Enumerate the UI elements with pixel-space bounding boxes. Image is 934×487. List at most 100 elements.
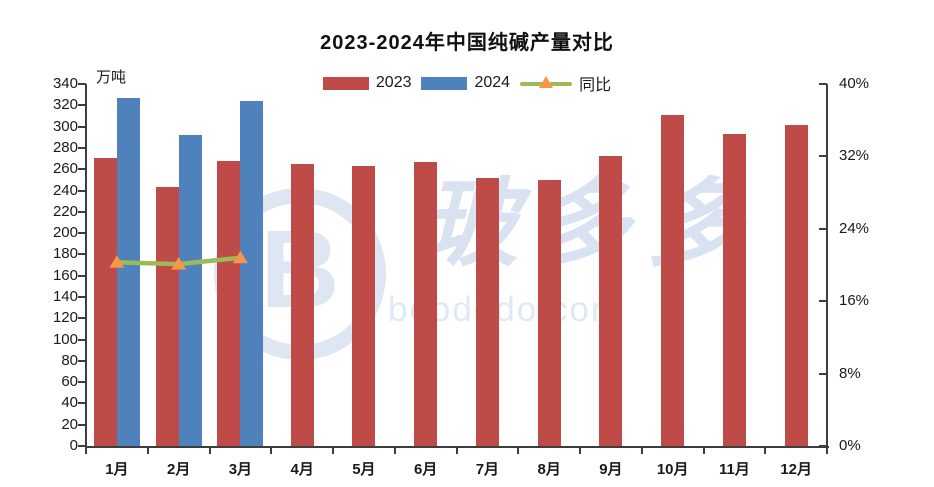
- left-tick-60: [78, 381, 86, 384]
- bar-2023-7月: [475, 177, 499, 446]
- left-tick-300: [78, 125, 86, 128]
- x-tick-9: [640, 446, 643, 454]
- x-tick-12: [826, 446, 828, 454]
- left-tick-40: [78, 402, 86, 405]
- legend-swatch-2024: [421, 76, 468, 90]
- bar-2023-4月: [290, 163, 314, 446]
- x-label-5月: 5月: [352, 461, 376, 478]
- x-tick-8: [579, 446, 581, 454]
- y-label-left-240: 240: [52, 181, 78, 199]
- y-label-left-160: 160: [52, 266, 78, 284]
- right-tick-0: [819, 445, 827, 447]
- yoy-triangle-marker-icon: [539, 76, 554, 88]
- right-tick-24: [819, 227, 827, 230]
- y-label-left-20: 20: [61, 415, 78, 433]
- x-label-12月: 12月: [780, 461, 813, 478]
- legend-swatch-yoy-line: [520, 76, 573, 90]
- yoy-marker-3月: [232, 250, 248, 264]
- y-label-left-0: 0: [69, 437, 78, 454]
- legend-item-2023: 2023: [322, 74, 412, 92]
- left-tick-320: [78, 104, 86, 107]
- x-tick-1: [146, 446, 149, 454]
- yoy-marker-1月: [109, 255, 125, 268]
- y-label-right-24: 24%: [839, 219, 870, 237]
- bar-2023-12月: [784, 124, 808, 446]
- bar-2023-6月: [414, 161, 438, 446]
- plot-area: B 玻多多 boododo.com: [78, 83, 829, 454]
- x-label-2月: 2月: [167, 461, 191, 478]
- x-tick-3: [270, 446, 273, 454]
- y-label-left-340: 340: [52, 75, 78, 92]
- right-tick-8: [819, 372, 827, 375]
- y-label-left-200: 200: [52, 224, 78, 242]
- bar-2024-2月: [178, 135, 202, 446]
- x-tick-6: [455, 446, 458, 454]
- y-label-left-260: 260: [52, 160, 78, 178]
- legend-label-2023: 2023: [375, 74, 412, 91]
- legend-label-yoy: 同比: [579, 77, 612, 94]
- y-label-left-40: 40: [61, 394, 78, 412]
- y-label-right-8: 8%: [839, 364, 861, 382]
- bar-2023-11月: [722, 134, 746, 446]
- y-label-left-220: 220: [52, 202, 78, 220]
- x-tick-2: [208, 446, 211, 454]
- left-tick-220: [78, 210, 86, 213]
- left-tick-280: [78, 146, 86, 149]
- bar-2023-2月: [155, 187, 179, 446]
- left-tick-260: [78, 168, 86, 171]
- y-label-left-100: 100: [52, 330, 78, 348]
- x-tick-11: [764, 446, 767, 454]
- left-tick-240: [78, 189, 86, 192]
- x-label-3月: 3月: [228, 461, 253, 478]
- bars-layer: [86, 84, 827, 446]
- bar-2023-3月: [217, 160, 241, 446]
- x-label-1月: 1月: [105, 461, 129, 478]
- bar-2023-8月: [537, 179, 561, 446]
- right-tick-16: [819, 300, 827, 303]
- x-label-9月: 9月: [599, 461, 623, 478]
- y-label-left-140: 140: [52, 287, 78, 305]
- y-label-left-120: 120: [52, 309, 78, 327]
- left-tick-140: [78, 295, 86, 298]
- y-label-right-40: 40%: [839, 75, 870, 92]
- left-tick-200: [78, 232, 86, 235]
- bar-2023-9月: [599, 156, 623, 446]
- bar-2024-1月: [116, 97, 140, 446]
- legend-item-yoy: 同比: [520, 71, 611, 95]
- legend: 2023 2024 同比: [0, 71, 934, 95]
- x-tick-7: [517, 446, 520, 454]
- x-tick-4: [332, 446, 334, 454]
- left-tick-160: [78, 274, 86, 277]
- left-axis-unit-label: 万吨: [96, 69, 127, 86]
- y-label-left-320: 320: [52, 96, 78, 114]
- left-tick-180: [78, 253, 86, 256]
- bar-2024-3月: [240, 101, 264, 446]
- left-tick-120: [78, 317, 86, 320]
- bar-2023-10月: [661, 114, 685, 446]
- x-label-11月: 11月: [718, 461, 750, 478]
- bar-2023-5月: [352, 166, 376, 446]
- y-label-left-300: 300: [52, 117, 78, 135]
- yoy-line-layer: [109, 250, 248, 270]
- y-axis-left-line: [85, 84, 87, 448]
- left-tick-0: [78, 445, 86, 447]
- left-tick-100: [78, 338, 86, 341]
- y-label-left-180: 180: [52, 245, 78, 263]
- chart-title: 2023-2024年中国纯碱产量对比: [320, 32, 614, 54]
- left-tick-20: [78, 423, 86, 426]
- yoy-marker-2月: [171, 257, 187, 270]
- y-axis-right-line: [826, 84, 828, 448]
- x-tick-10: [702, 446, 705, 454]
- legend-swatch-2023: [322, 76, 369, 90]
- left-tick-80: [78, 359, 86, 362]
- x-label-8月: 8月: [537, 461, 561, 478]
- y-label-right-16: 16%: [839, 292, 870, 310]
- x-label-7月: 7月: [475, 461, 500, 478]
- legend-item-2024: 2024: [421, 74, 510, 92]
- x-label-10月: 10月: [656, 461, 689, 478]
- right-tick-40: [819, 83, 827, 85]
- left-tick-340: [78, 83, 86, 85]
- y-label-right-0: 0%: [839, 437, 861, 454]
- x-label-4月: 4月: [290, 461, 314, 478]
